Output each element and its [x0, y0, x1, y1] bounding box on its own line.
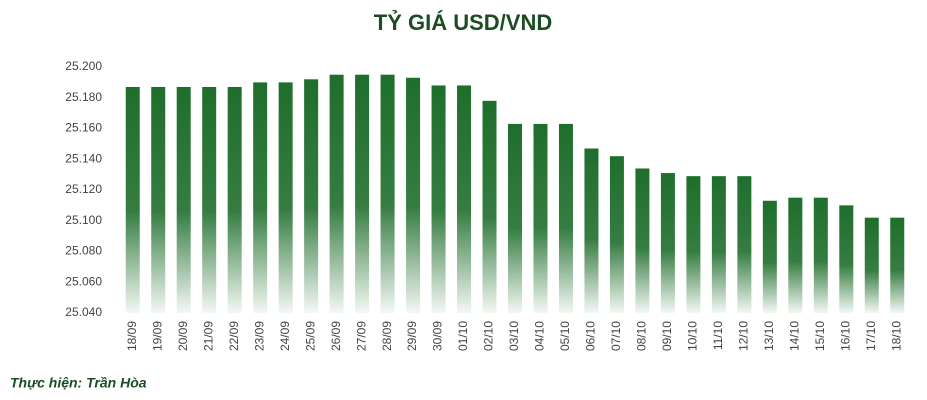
bar — [508, 123, 522, 313]
source: Thực hiện: Trần Hòa — [10, 375, 147, 391]
y-tick-label: 25.200 — [65, 59, 102, 73]
x-tick-label: 24/09 — [278, 321, 292, 351]
bar — [176, 86, 191, 313]
bar — [660, 173, 675, 313]
y-tick-label: 25.180 — [65, 90, 102, 104]
bar — [686, 176, 701, 313]
bar — [584, 148, 599, 313]
x-tick-label: 20/09 — [176, 321, 190, 351]
bar — [253, 82, 268, 313]
y-tick-label: 25.160 — [65, 121, 102, 135]
x-tick-label: 27/09 — [354, 321, 368, 351]
x-tick-label: 06/10 — [584, 321, 598, 351]
x-tick-label: 30/09 — [431, 321, 445, 351]
x-tick-label: 02/10 — [482, 321, 496, 351]
y-tick-label: 25.120 — [65, 182, 102, 196]
y-tick-label: 25.040 — [65, 305, 102, 319]
bar — [839, 205, 854, 313]
x-tick-label: 18/10 — [889, 321, 903, 351]
bar — [278, 82, 293, 313]
y-tick-label: 25.100 — [65, 213, 102, 227]
chart-title: TỶ GIÁ USD/VND — [374, 10, 552, 35]
x-tick-label: 18/09 — [125, 321, 139, 351]
bar — [533, 123, 548, 313]
x-tick-label: 11/10 — [711, 321, 725, 350]
x-tick-label: 08/10 — [635, 321, 649, 351]
bar — [406, 77, 421, 313]
x-tick-label: 03/10 — [507, 321, 521, 351]
bar — [558, 123, 573, 313]
x-tick-label: 07/10 — [609, 321, 623, 351]
x-tick-label: 19/09 — [150, 321, 164, 351]
y-tick-label: 25.060 — [65, 274, 102, 288]
bar — [304, 79, 319, 313]
bar — [762, 200, 777, 313]
y-tick-label: 25.080 — [65, 244, 102, 258]
x-tick-label: 12/10 — [737, 321, 751, 351]
x-tick-label: 23/09 — [252, 321, 266, 351]
bar — [125, 86, 140, 313]
x-tick-label: 25/09 — [303, 321, 317, 351]
x-tick-label: 09/10 — [660, 321, 674, 351]
bar — [737, 176, 752, 313]
bar — [890, 217, 905, 313]
x-tick-label: 15/10 — [813, 321, 827, 351]
x-tick-label: 26/09 — [329, 321, 343, 351]
x-tick-label: 21/09 — [201, 321, 215, 351]
bar — [635, 168, 650, 313]
bar — [864, 217, 879, 313]
bar — [788, 197, 803, 313]
x-tick-label: 14/10 — [787, 321, 801, 351]
bar — [329, 74, 344, 313]
x-tick-label: 17/10 — [864, 321, 878, 351]
bar — [151, 86, 166, 313]
x-tick-label: 10/10 — [686, 321, 700, 351]
bar — [431, 85, 446, 313]
x-tick-label: 29/09 — [405, 321, 419, 351]
x-tick-label: 22/09 — [227, 321, 241, 351]
x-tick-label: 04/10 — [533, 321, 547, 351]
x-tick-label: 05/10 — [558, 321, 572, 351]
bar — [202, 86, 217, 313]
x-tick-label: 13/10 — [762, 321, 776, 351]
bar — [609, 156, 624, 313]
bar — [813, 197, 828, 313]
bar — [355, 74, 370, 313]
bar — [711, 176, 726, 313]
x-tick-label: 28/09 — [380, 321, 394, 351]
x-tick-label: 16/10 — [838, 321, 852, 351]
bar — [380, 74, 395, 313]
y-tick-label: 25.140 — [65, 151, 102, 165]
bar — [457, 85, 472, 313]
bar — [227, 86, 242, 313]
x-tick-label: 01/10 — [456, 321, 470, 351]
bar — [482, 100, 497, 313]
